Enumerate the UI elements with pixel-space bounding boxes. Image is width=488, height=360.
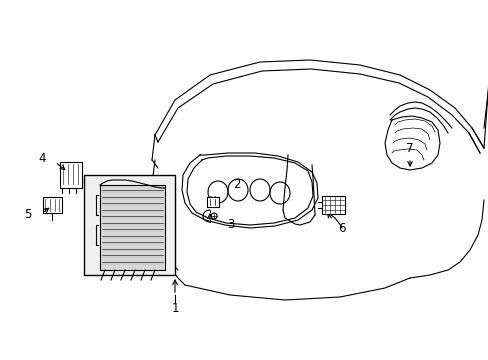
Text: 5: 5 (24, 208, 32, 221)
Bar (43, 197, 62, 213)
Text: 2: 2 (233, 179, 240, 192)
Text: 4: 4 (38, 152, 46, 165)
Bar (321, 196, 345, 214)
Bar (60, 162, 82, 188)
Bar (206, 197, 219, 207)
Text: 1: 1 (171, 302, 179, 315)
Text: 7: 7 (406, 141, 413, 154)
Text: 3: 3 (227, 219, 234, 231)
Bar (100, 185, 164, 270)
Bar (84, 175, 175, 275)
Text: 6: 6 (338, 221, 345, 234)
